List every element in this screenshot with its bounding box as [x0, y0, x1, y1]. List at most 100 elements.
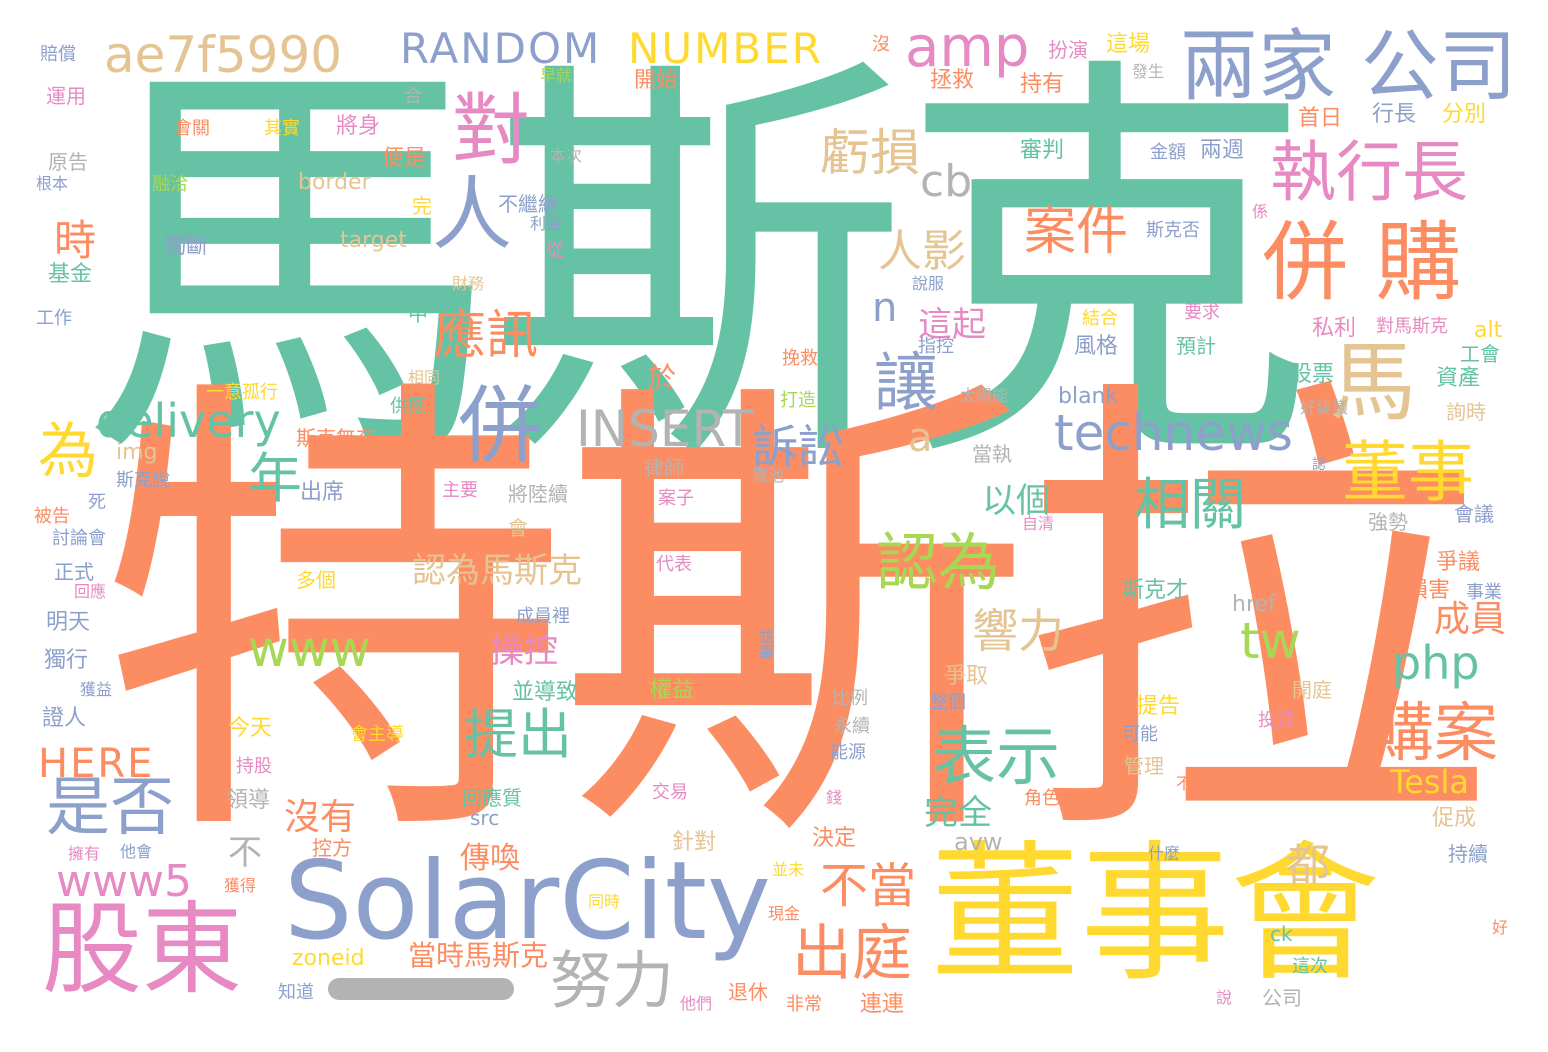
- word-s180: 不要: [1176, 774, 1209, 793]
- word-masike: 馬斯克: [80, 25, 1316, 514]
- word-s168: 事業: [1466, 582, 1502, 603]
- word-s149: 風格: [1074, 334, 1119, 359]
- word-s90: 相同: [408, 368, 441, 387]
- word-s93: 斯克無奈: [296, 426, 376, 450]
- word-s114: 權益: [650, 678, 695, 703]
- word-s159: 電池: [752, 466, 785, 485]
- word-amp: amp: [905, 15, 1030, 80]
- word-s143: 說服: [912, 274, 945, 293]
- word-s160: 當執: [972, 442, 1012, 466]
- word-s173: 永續: [834, 716, 870, 737]
- word-php: php: [1392, 636, 1480, 690]
- word-s165: 爭議: [1436, 550, 1481, 575]
- word-s80: 完: [412, 194, 432, 218]
- word-s77: 便是: [382, 146, 427, 171]
- word-caokong: 操控: [490, 631, 558, 671]
- word-s138: 首日: [1298, 106, 1343, 131]
- word-kuisun: 虧損: [820, 124, 920, 182]
- word-wanquan: 完全: [924, 793, 992, 833]
- word-susong: 訴訟: [752, 420, 844, 474]
- word-s141: 斯克否: [1146, 220, 1200, 241]
- word-blank: blank: [1058, 384, 1119, 409]
- word-s161: 認: [1312, 457, 1326, 473]
- word-tichu: 提出: [464, 703, 572, 766]
- word-shifou: 是否: [46, 771, 174, 845]
- word-s126: 知道: [278, 982, 314, 1003]
- word-img: img: [116, 440, 158, 465]
- word-s91: 於: [648, 361, 677, 394]
- word-s122: 擁有: [68, 844, 101, 863]
- word-liangjia: 兩家 公司: [1180, 22, 1517, 112]
- word-s163: 強勢: [1368, 510, 1408, 534]
- word-s145: 結合: [1082, 308, 1118, 329]
- word-s182: 錢: [826, 788, 843, 807]
- word-s131: 持有: [1020, 72, 1065, 97]
- word-s140: 分別: [1442, 102, 1487, 127]
- word-s123: 他會: [120, 842, 153, 861]
- word-s191: 退休: [728, 980, 768, 1004]
- word-s113: 並導致: [512, 680, 579, 705]
- word-s156: 打造: [780, 390, 816, 411]
- word-s127: 早就: [540, 66, 573, 85]
- word-s176: 開庭: [1292, 678, 1332, 702]
- word-shi: 時: [54, 216, 97, 265]
- word-s105: 回應: [74, 582, 107, 601]
- word-s151: 工會: [1460, 342, 1500, 366]
- word-alt: alt: [1474, 318, 1503, 343]
- word-dangshi: 當時馬斯克: [408, 939, 549, 972]
- word-s129: 沒: [872, 34, 890, 55]
- word-s101: 被告: [34, 506, 70, 527]
- word-ae7f: ae7f5990: [104, 26, 343, 84]
- word-s81: 不繼續: [498, 192, 558, 216]
- word-s198: 好: [1492, 918, 1509, 937]
- word-s121: 不: [228, 833, 262, 873]
- word-s128: 開始: [634, 68, 679, 93]
- word-target: target: [340, 228, 407, 253]
- word-technews: technews: [1054, 404, 1293, 462]
- word-s115: 今天: [228, 716, 273, 741]
- word-bing: 併: [458, 377, 543, 475]
- word-s153: 股票: [1290, 362, 1335, 387]
- word-ck: ck: [1270, 922, 1293, 946]
- word-nian: 年: [248, 447, 302, 510]
- word-s109: 明天: [46, 610, 91, 635]
- word-s116: 會主導: [350, 724, 404, 745]
- word-s78: 本次: [550, 146, 583, 165]
- word-s72: 原告: [48, 150, 88, 174]
- word-s167: 損害: [1406, 578, 1451, 603]
- word-www5: www5: [56, 856, 192, 907]
- word-dou: 都: [1286, 840, 1330, 891]
- word-random: RANDOM: [400, 24, 602, 73]
- word-xiangli: 響力: [972, 604, 1064, 658]
- word-s130: 扮演: [1048, 38, 1088, 62]
- word-src: src: [470, 806, 500, 830]
- word-nuli: 努力: [550, 944, 675, 1017]
- word-s188: 並未: [772, 860, 805, 879]
- word-s87: 財務: [452, 274, 485, 293]
- word-anjian: 案件: [1024, 202, 1129, 262]
- word-s110: 獨行: [44, 648, 89, 673]
- word-dongshi: 董事: [1342, 434, 1474, 511]
- word-s139: 行長: [1372, 102, 1417, 127]
- word-xiangguan: 相關: [1134, 473, 1246, 538]
- word-href: href: [1232, 592, 1276, 617]
- word-s174: 能源: [830, 742, 866, 763]
- word-s147: 對馬斯克: [1376, 316, 1448, 337]
- word-budang: 不當: [820, 858, 917, 914]
- word-delivery: delivery: [96, 394, 281, 448]
- word-s148: 指控: [918, 336, 954, 357]
- word-s104: 正式: [54, 560, 94, 584]
- word-s183: 決定: [812, 826, 857, 851]
- word-zhixingzhang: 執行長: [1270, 134, 1468, 211]
- word-tesla: 特斯拉: [96, 343, 1493, 896]
- word-s70: 運用: [46, 84, 86, 108]
- word-s158: 好建議: [1300, 398, 1349, 417]
- word-ren: 人: [432, 168, 512, 261]
- word-s193: 連連: [860, 992, 905, 1017]
- word-s69: 賠償: [40, 44, 76, 65]
- word-s144: 要求: [1184, 302, 1220, 323]
- word-s181: 角色: [1024, 788, 1060, 809]
- word-s171: 比例: [832, 688, 868, 709]
- word-solarcity: SolarCity: [284, 839, 771, 964]
